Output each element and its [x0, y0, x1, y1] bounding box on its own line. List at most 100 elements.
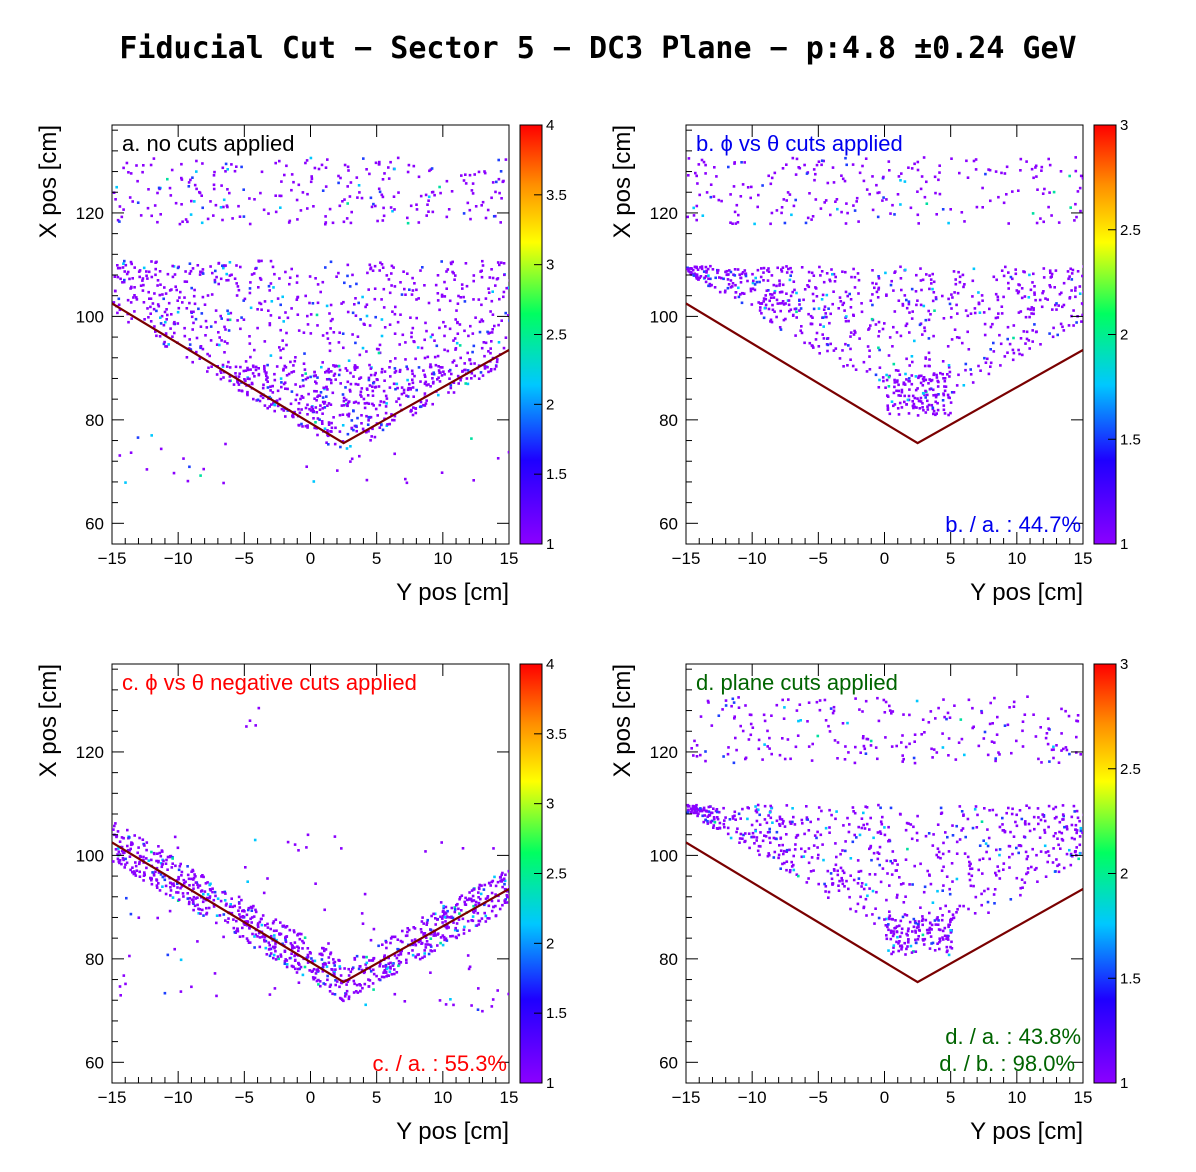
data-point: [1048, 284, 1051, 287]
data-point: [707, 810, 711, 813]
colorbar-tick-label: 3: [546, 796, 554, 813]
data-point: [800, 855, 804, 859]
data-point: [853, 329, 856, 333]
data-point: [337, 341, 341, 344]
data-point: [474, 909, 477, 912]
data-point: [822, 308, 826, 311]
data-point: [712, 826, 715, 829]
data-point: [482, 341, 486, 344]
data-point: [194, 317, 198, 321]
data-point: [931, 287, 934, 291]
data-point: [297, 402, 301, 405]
data-point: [187, 181, 191, 184]
data-point: [307, 392, 310, 396]
data-point: [849, 874, 852, 877]
data-point: [476, 911, 480, 915]
data-point: [393, 452, 396, 456]
data-point: [371, 394, 375, 397]
data-point: [179, 862, 182, 866]
data-point: [347, 974, 351, 977]
data-point: [442, 909, 445, 913]
data-point: [802, 855, 806, 858]
x-tick-label: 5: [946, 549, 955, 568]
data-point: [286, 316, 290, 320]
data-point: [398, 343, 401, 346]
data-point: [997, 312, 1000, 315]
data-point: [692, 206, 695, 210]
data-point: [924, 357, 928, 360]
data-point: [831, 882, 834, 885]
data-point: [1076, 816, 1080, 820]
data-point: [889, 212, 892, 215]
data-point: [442, 904, 445, 908]
data-point: [160, 865, 164, 869]
data-point: [718, 821, 722, 825]
data-point: [196, 896, 199, 899]
data-point: [329, 403, 333, 406]
data-point: [847, 887, 850, 891]
data-point: [408, 288, 411, 291]
data-point: [935, 213, 938, 216]
data-point: [462, 932, 466, 935]
x-axis-label: Y pos [cm]: [396, 579, 509, 606]
data-point: [862, 744, 866, 748]
data-point: [885, 917, 888, 921]
data-point: [1002, 201, 1006, 205]
data-point: [248, 719, 252, 722]
data-point: [381, 943, 384, 946]
data-point: [916, 160, 920, 164]
data-point: [498, 907, 502, 911]
data-point: [472, 274, 476, 277]
data-point: [332, 374, 336, 377]
data-point: [427, 195, 431, 199]
data-point: [381, 266, 385, 269]
data-point: [346, 263, 350, 267]
data-point: [445, 179, 449, 183]
data-point: [927, 337, 931, 340]
data-point: [393, 968, 396, 971]
data-point: [116, 847, 120, 850]
data-point: [1070, 289, 1073, 292]
data-point: [505, 901, 509, 904]
data-point: [389, 206, 393, 209]
data-point: [1021, 729, 1024, 733]
data-point: [903, 941, 906, 945]
data-point: [120, 836, 124, 839]
data-point: [829, 213, 832, 217]
data-point: [360, 422, 363, 425]
data-point: [378, 426, 382, 429]
data-point: [762, 279, 765, 282]
data-point: [395, 956, 399, 960]
data-point: [1069, 206, 1072, 209]
data-point: [411, 386, 415, 389]
x-tick-label: 15: [1074, 549, 1093, 568]
data-point: [450, 915, 453, 919]
data-point: [155, 878, 158, 881]
data-point: [118, 220, 121, 223]
data-point: [447, 391, 450, 394]
data-point: [1014, 272, 1018, 276]
data-point: [191, 176, 194, 179]
data-point: [120, 862, 123, 866]
data-point: [824, 885, 828, 888]
data-point: [301, 379, 305, 382]
data-point: [409, 204, 413, 208]
data-point: [769, 222, 772, 226]
data-point: [703, 276, 706, 280]
data-point: [904, 828, 908, 832]
data-point: [899, 203, 902, 206]
data-point: [353, 303, 356, 306]
data-point: [832, 181, 836, 184]
data-point: [722, 277, 725, 281]
data-point: [914, 921, 917, 925]
data-point: [369, 196, 373, 200]
data-point: [911, 360, 914, 364]
data-point: [388, 422, 391, 426]
data-point: [234, 372, 237, 375]
data-point: [780, 301, 784, 305]
data-point: [936, 923, 940, 926]
data-point: [889, 929, 893, 933]
data-point: [441, 914, 445, 918]
data-point: [1028, 829, 1032, 833]
data-point: [442, 935, 446, 939]
